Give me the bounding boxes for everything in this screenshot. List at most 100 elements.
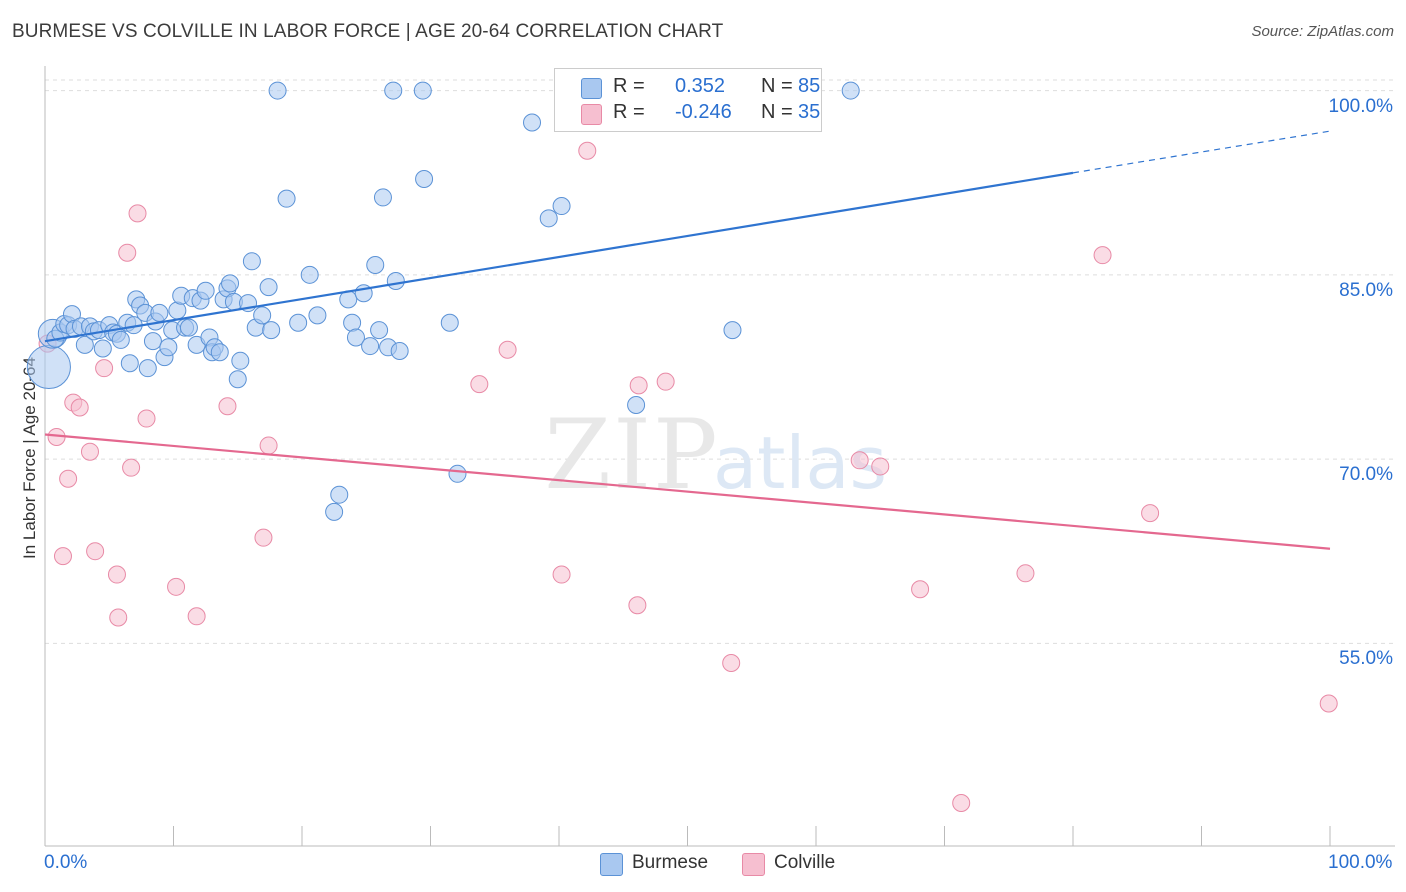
burmese-point <box>262 321 281 340</box>
burmese-point <box>841 81 860 100</box>
burmese-point <box>221 274 240 293</box>
colville-point <box>95 359 114 378</box>
burmese-point <box>343 313 362 332</box>
burmese-point <box>413 81 432 100</box>
x-tick-label-max: 100.0% <box>1328 852 1393 873</box>
burmese-point <box>539 209 558 228</box>
colville-point <box>59 469 78 488</box>
burmese-point <box>150 303 169 322</box>
burmese-swatch <box>600 853 623 876</box>
burmese-point <box>75 335 94 354</box>
colville-point <box>911 580 930 599</box>
colville-point <box>1319 694 1338 713</box>
legend-label: Colville <box>774 852 836 873</box>
y-tick-label: 55.0% <box>1339 648 1393 670</box>
y-tick-label: 70.0% <box>1339 464 1393 486</box>
r-label: R = <box>613 75 645 97</box>
colville-points <box>38 141 1338 813</box>
burmese-point <box>210 343 229 362</box>
burmese-point <box>366 255 385 274</box>
trend-lines <box>44 130 1331 550</box>
colville-point <box>1016 564 1035 583</box>
colville-point <box>80 442 99 461</box>
burmese-point <box>523 113 542 132</box>
burmese-point <box>159 338 178 357</box>
correlation-legend: R = 0.352 N = 85 R = -0.246 N = 35 <box>554 68 822 132</box>
n-value: 35 <box>798 101 821 123</box>
colville-point <box>628 596 647 615</box>
burmese-point <box>228 370 247 389</box>
y-tick-label: 100.0% <box>1328 95 1393 117</box>
colville-point <box>109 608 128 627</box>
colville-point <box>86 542 105 561</box>
r-label: R = <box>613 101 645 123</box>
burmese-point <box>253 306 272 325</box>
burmese-swatch <box>581 78 602 99</box>
colville-point <box>850 451 869 470</box>
axis-layer <box>44 66 1395 847</box>
colville-point <box>498 340 517 359</box>
colville-point <box>218 397 237 416</box>
colville-point <box>629 376 648 395</box>
colville-point <box>578 141 597 160</box>
burmese-point <box>138 359 157 378</box>
burmese-point <box>627 396 646 415</box>
n-value: 85 <box>798 75 821 97</box>
burmese-point <box>289 313 308 332</box>
burmese-trend-line <box>44 171 1074 343</box>
burmese-point <box>300 265 319 284</box>
colville-point <box>122 458 141 477</box>
burmese-point <box>346 328 365 347</box>
burmese-point <box>330 485 349 504</box>
n-label: N = <box>761 101 793 123</box>
burmese-point <box>386 271 405 290</box>
r-value: -0.246 <box>675 101 732 123</box>
x-tick-label-min: 0.0% <box>44 852 88 873</box>
burmese-point <box>552 197 571 216</box>
colville-point <box>722 653 741 672</box>
y-tick-label: 85.0% <box>1339 279 1393 301</box>
burmese-point <box>440 313 459 332</box>
burmese-point <box>390 341 409 360</box>
burmese-point <box>723 321 742 340</box>
burmese-point <box>384 81 403 100</box>
colville-point <box>254 528 273 547</box>
burmese-point <box>370 321 389 340</box>
legend-label: Burmese <box>632 852 709 873</box>
colville-point <box>1141 504 1160 523</box>
colville-point <box>187 607 206 626</box>
burmese-trend-extension <box>1072 130 1331 174</box>
colville-point <box>656 372 675 391</box>
burmese-point <box>179 318 198 337</box>
colville-point <box>952 794 971 813</box>
colville-point <box>53 547 72 566</box>
colville-trend-line <box>44 433 1331 550</box>
burmese-point <box>26 344 71 390</box>
burmese-point <box>268 81 287 100</box>
colville-point <box>259 436 278 455</box>
chart-title: BURMESE VS COLVILLE IN LABOR FORCE | AGE… <box>12 21 724 42</box>
burmese-point <box>231 351 250 370</box>
colville-swatch <box>581 104 602 125</box>
n-label: N = <box>761 75 793 97</box>
colville-point <box>552 565 571 584</box>
colville-point <box>167 577 186 596</box>
colville-point <box>118 243 137 262</box>
colville-point <box>1093 246 1112 265</box>
colville-point <box>137 409 156 428</box>
colville-point <box>107 565 126 584</box>
burmese-point <box>373 188 392 207</box>
colville-swatch <box>742 853 765 876</box>
burmese-point <box>111 330 130 349</box>
r-value: 0.352 <box>675 75 726 97</box>
burmese-point <box>325 502 344 521</box>
burmese-point <box>143 332 162 351</box>
burmese-point <box>120 354 139 373</box>
burmese-point <box>448 464 467 483</box>
colville-point <box>128 204 147 223</box>
colville-point <box>470 375 489 394</box>
burmese-point <box>196 281 215 300</box>
burmese-point <box>361 337 380 356</box>
burmese-point <box>93 339 112 358</box>
